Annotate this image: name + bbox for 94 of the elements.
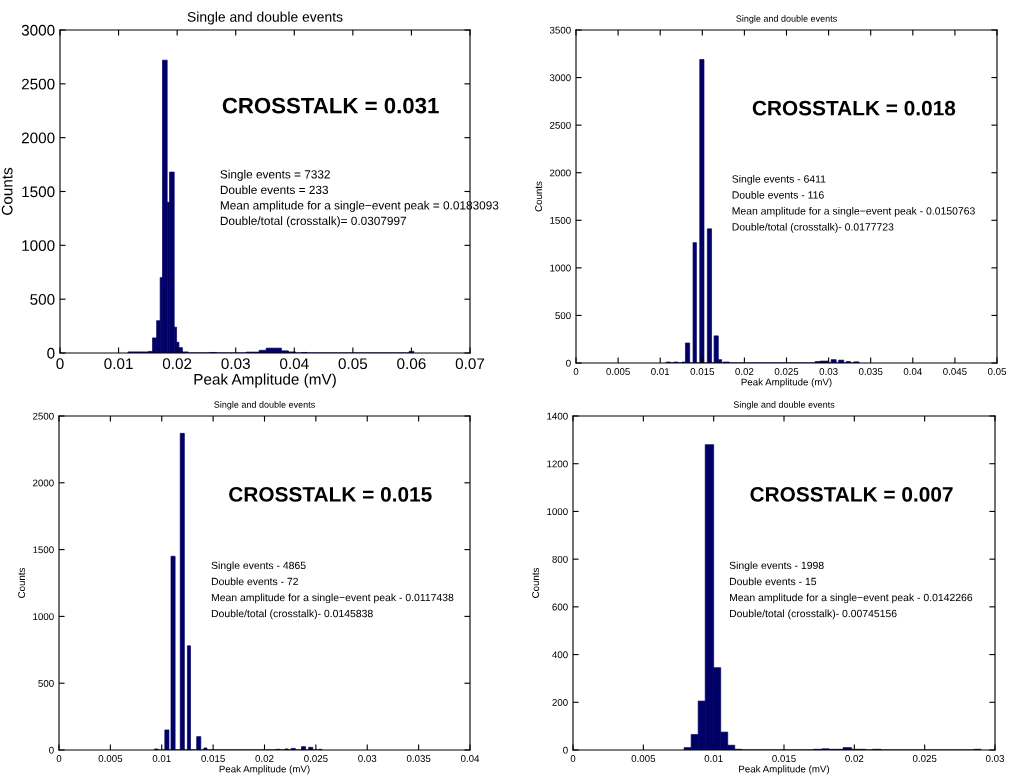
y-tick-label: 0 — [47, 347, 55, 359]
annotation: CROSSTALK = 0.015 — [229, 487, 432, 502]
x-tick-label: 0.02 — [255, 755, 274, 762]
annotation: Single events - 4865 — [211, 561, 306, 572]
x-tick-label: 0.005 — [606, 368, 630, 375]
x-tick-label: 0.01 — [104, 358, 133, 370]
x-tick-label: 0.02 — [735, 368, 754, 375]
chart-title: Single and double events — [214, 401, 315, 410]
chart-title: Single and double events — [736, 15, 837, 24]
y-axis-title: Counts — [1, 167, 13, 215]
y-tick-label: 2000 — [21, 132, 55, 144]
x-tick-label: 0.03 — [819, 368, 838, 375]
annotation: Double/total (crosstalk)- 0.0145838 — [211, 609, 373, 620]
x-axis-title: Peak Amplitude (mV) — [194, 373, 336, 388]
y-tick-label: 1200 — [547, 460, 568, 468]
x-axis-title: Peak Amplitude (mV) — [741, 378, 832, 388]
annotation: Single events = 7332 — [220, 169, 330, 181]
y-tick-label: 2500 — [550, 121, 571, 129]
annotation: Mean amplitude for a single−event peak - 0.0117438 — [211, 593, 454, 604]
x-tick-label: 0.05 — [987, 368, 1007, 375]
annotation: Double events - 15 — [729, 577, 817, 586]
y-tick-label: 2000 — [33, 479, 54, 487]
y-tick-label: 400 — [552, 651, 568, 659]
chart-title: Single and double events — [187, 11, 343, 25]
x-tick-label: 0.035 — [406, 755, 431, 762]
y-tick-label: 500 — [38, 679, 54, 687]
y-tick-label: 600 — [552, 603, 568, 611]
x-tick-label: 0.05 — [338, 358, 368, 370]
y-tick-label: 1500 — [33, 546, 54, 554]
y-tick-label: 1000 — [33, 613, 54, 621]
y-tick-label: 0 — [49, 746, 54, 754]
x-tick-label: 0.01 — [651, 368, 670, 375]
x-tick-label: 0.07 — [455, 358, 485, 370]
x-tick-label: 0.02 — [162, 358, 192, 370]
x-tick-label: 0.04 — [903, 368, 922, 375]
x-tick-label: 0.015 — [690, 368, 715, 375]
y-tick-label: 500 — [555, 312, 571, 320]
x-tick-label: 0.03 — [358, 755, 377, 762]
chart-title: Single and double events — [733, 401, 835, 410]
x-tick-label: 0.06 — [397, 358, 426, 370]
x-tick-label: 0.045 — [943, 368, 967, 375]
x-tick-label: 0.02 — [845, 755, 864, 762]
y-tick-label: 3500 — [549, 26, 571, 34]
x-tick-label: 0.015 — [201, 755, 225, 762]
y-tick-label: 1500 — [22, 186, 55, 198]
annotation: Single events - 6411 — [732, 174, 826, 185]
y-tick-label: 3000 — [549, 74, 571, 82]
y-tick-label: 1000 — [547, 508, 568, 516]
x-tick-label: 0.03 — [985, 755, 1005, 762]
annotation: Double/total (crosstalk)- 0.0177723 — [732, 222, 894, 233]
annotation: CROSSTALK = 0.007 — [750, 487, 953, 502]
y-axis-title: Counts — [535, 181, 543, 212]
y-tick-label: 1000 — [550, 264, 571, 272]
x-tick-label: 0 — [56, 755, 62, 762]
y-tick-label: 1400 — [547, 412, 568, 420]
x-tick-label: 0.01 — [704, 755, 723, 762]
y-tick-label: 500 — [30, 294, 55, 305]
x-tick-label: 0.005 — [98, 755, 123, 762]
annotation: Double events = 233 — [220, 185, 329, 195]
annotation: Mean amplitude for a single−event peak - 0.0142266 — [729, 593, 973, 604]
y-tick-label: 0 — [563, 746, 568, 754]
annotation: Double/total (crosstalk)= 0.0307997 — [220, 216, 407, 228]
x-axis-title: Peak Amplitude (mV) — [219, 765, 310, 775]
y-axis-title: Counts — [18, 567, 26, 598]
x-tick-label: 0.035 — [858, 368, 883, 375]
annotation: CROSSTALK = 0.031 — [222, 97, 439, 114]
annotation: CROSSTALK = 0.018 — [752, 100, 956, 116]
y-tick-label: 2500 — [33, 412, 54, 420]
x-tick-label: 0.04 — [460, 755, 480, 762]
y-tick-label: 1500 — [550, 217, 571, 224]
x-axis-title: Peak Amplitude (mV) — [739, 765, 830, 775]
y-tick-label: 800 — [552, 555, 568, 563]
annotation: Double events - 116 — [732, 190, 824, 199]
annotation: Double/total (crosstalk)- 0.00745156 — [729, 609, 897, 620]
x-tick-label: 0 — [570, 755, 576, 762]
annotation: Single events - 1998 — [729, 561, 824, 572]
x-tick-label: 0 — [573, 368, 579, 375]
y-axis-title: Counts — [532, 567, 540, 598]
y-tick-label: 1000 — [22, 240, 55, 252]
y-tick-label: 2500 — [21, 78, 55, 90]
x-tick-label: 0.025 — [912, 755, 937, 762]
annotation: Double events - 72 — [211, 577, 298, 586]
x-tick-label: 0.025 — [304, 755, 328, 762]
x-tick-label: 0.01 — [152, 755, 171, 762]
x-tick-label: 0.025 — [774, 368, 799, 375]
x-tick-label: 0.03 — [221, 358, 250, 370]
x-tick-label: 0.015 — [772, 755, 796, 762]
x-tick-label: 0.005 — [631, 755, 656, 762]
x-tick-label: 0 — [56, 358, 64, 370]
x-tick-label: 0.04 — [280, 358, 309, 370]
y-tick-label: 2000 — [550, 169, 571, 177]
y-tick-label: 3000 — [21, 24, 55, 36]
annotation: Mean amplitude for a single−event peak - 0.0150763 — [732, 206, 975, 217]
y-tick-label: 200 — [552, 699, 568, 706]
